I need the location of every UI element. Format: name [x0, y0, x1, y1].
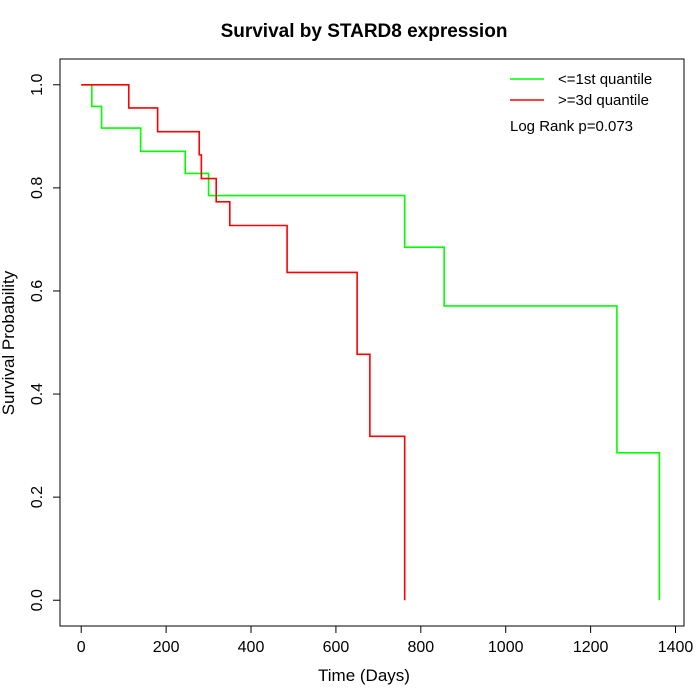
x-tick-label: 200 [153, 639, 180, 656]
x-tick-label: 1000 [488, 639, 524, 656]
x-axis: 0 200 400 600 800 1000 1200 1400 [77, 625, 694, 656]
plot-frame [59, 58, 685, 627]
x-tick-label: 1200 [573, 639, 609, 656]
legend-label-low-quantile: <=1st quantile [558, 71, 652, 88]
y-axis-label: Survival Probability [0, 270, 18, 415]
x-axis-label: Time (Days) [318, 666, 410, 685]
chart-title: Survival by STARD8 expression [221, 21, 508, 42]
survival-curve-low-quantile [81, 83, 661, 601]
x-tick-label: 0 [77, 639, 86, 656]
y-tick-label: 0.0 [29, 589, 46, 611]
survival-curve-high-quantile [81, 83, 406, 601]
y-tick-label: 0.6 [29, 280, 46, 302]
y-axis: 0.0 0.2 0.4 0.6 0.8 1.0 [29, 74, 61, 611]
y-tick-label: 0.8 [29, 177, 46, 199]
legend-label-high-quantile: >=3d quantile [558, 92, 649, 109]
y-tick-label: 1.0 [29, 74, 46, 96]
y-tick-label: 0.4 [29, 383, 46, 405]
series-layer [81, 83, 661, 601]
log-rank-annotation: Log Rank p=0.073 [510, 118, 633, 135]
legend: <=1st quantile >=3d quantile [510, 71, 652, 109]
x-tick-label: 1400 [658, 639, 694, 656]
y-tick-label: 0.2 [29, 486, 46, 508]
x-tick-label: 600 [323, 639, 350, 656]
x-tick-label: 400 [238, 639, 265, 656]
x-tick-label: 800 [407, 639, 434, 656]
